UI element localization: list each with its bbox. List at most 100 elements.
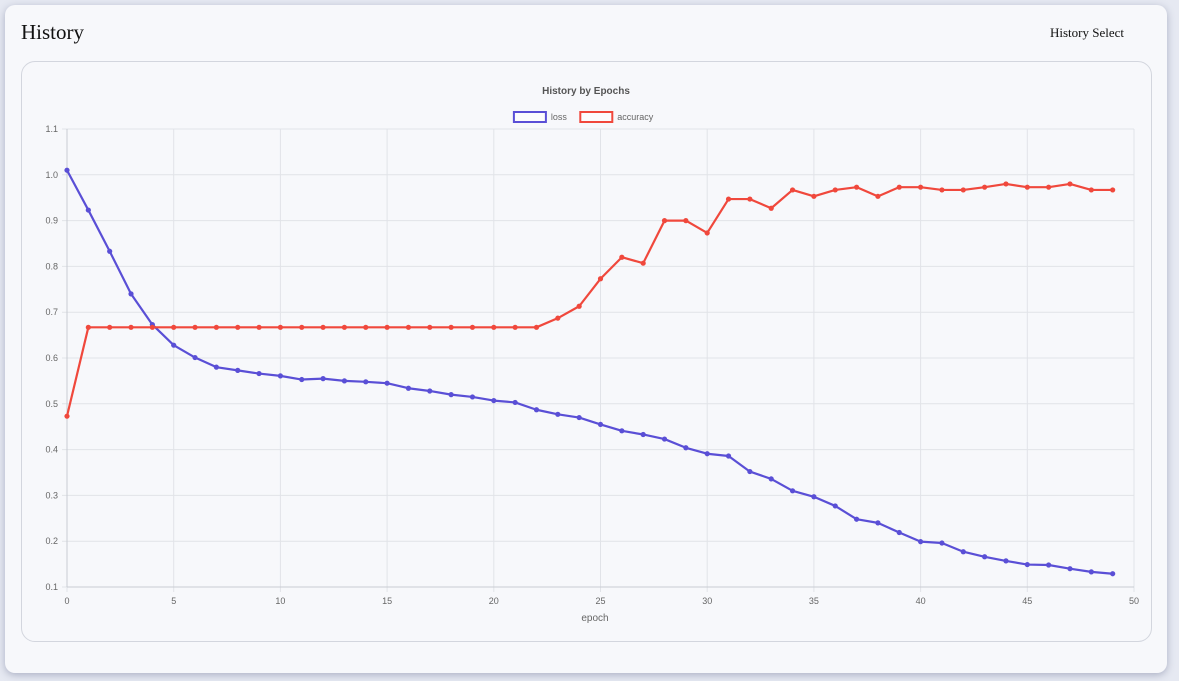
x-tick-label: 10 <box>275 596 285 606</box>
chart-legend: loss accuracy <box>512 111 654 123</box>
accuracy-point <box>149 324 155 330</box>
chart-series <box>64 167 1116 577</box>
loss-point <box>128 291 134 297</box>
history-chart: 0 5 10 15 20 25 30 35 40 45 50 0.10.20.30.40.50.60… <box>45 86 1139 624</box>
accuracy-point <box>64 413 70 419</box>
accuracy-point <box>384 324 390 330</box>
accuracy-point <box>725 196 732 202</box>
loss-point <box>939 540 945 546</box>
y-tick-label: 0.9 <box>45 216 58 226</box>
x-axis-ticks: 0 5 10 15 20 25 30 35 40 45 50 <box>64 596 1139 606</box>
accuracy-point <box>896 184 902 190</box>
accuracy-point <box>277 324 283 330</box>
x-tick-label: 50 <box>1129 596 1139 606</box>
accuracy-point <box>427 324 433 330</box>
loss-point <box>213 364 219 370</box>
accuracy-point <box>299 324 305 330</box>
loss-point <box>683 445 689 451</box>
history-select-dropdown[interactable]: History Select <box>1050 25 1125 40</box>
accuracy-point <box>171 324 177 330</box>
page-title: History <box>21 20 84 44</box>
x-tick-label: 45 <box>1022 596 1032 606</box>
loss-point <box>427 388 433 394</box>
accuracy-point <box>405 324 412 330</box>
loss-point <box>491 397 497 404</box>
y-tick-label: 1.1 <box>45 124 58 134</box>
y-tick-label: 1.0 <box>45 170 58 180</box>
loss-point <box>576 414 582 421</box>
loss-point <box>555 411 561 417</box>
accuracy-point <box>533 324 540 330</box>
loss-point <box>448 392 454 398</box>
loss-point <box>256 370 262 377</box>
accuracy-point <box>85 324 91 330</box>
accuracy-point <box>747 196 753 202</box>
accuracy-point <box>491 324 497 330</box>
loss-point <box>1088 569 1094 575</box>
accuracy-series-line <box>65 182 1113 417</box>
y-tick-label: 0.7 <box>45 307 58 317</box>
legend-swatch-accuracy <box>579 111 614 123</box>
legend-label-accuracy: accuracy <box>617 112 654 122</box>
loss-point <box>64 167 70 173</box>
loss-point <box>1046 562 1052 568</box>
accuracy-point <box>341 324 348 330</box>
y-tick-label: 0.4 <box>45 445 58 455</box>
y-tick-label: 0.6 <box>45 353 58 363</box>
loss-point <box>469 394 476 400</box>
loss-point <box>725 453 732 459</box>
loss-point <box>918 539 924 545</box>
loss-point <box>1067 566 1073 572</box>
loss-point <box>811 494 817 500</box>
loss-point <box>597 421 604 428</box>
legend-swatch-loss <box>512 111 547 123</box>
accuracy-point <box>107 324 113 330</box>
accuracy-point <box>597 276 604 282</box>
loss-point <box>320 376 326 382</box>
loss-point <box>747 468 753 475</box>
accuracy-point <box>1110 187 1116 193</box>
x-tick-label: 15 <box>382 596 392 606</box>
accuracy-point <box>619 254 625 260</box>
loss-point <box>277 373 283 379</box>
accuracy-point <box>683 218 689 224</box>
accuracy-point <box>939 187 945 193</box>
y-tick-label: 0.2 <box>45 536 58 546</box>
x-tick-label: 40 <box>916 596 926 606</box>
loss-series-line <box>66 169 1113 575</box>
accuracy-point <box>1003 181 1009 187</box>
loss-point <box>704 451 710 457</box>
loss-point <box>661 436 668 442</box>
x-tick-label: 5 <box>171 596 176 606</box>
accuracy-point <box>982 184 988 190</box>
accuracy-point <box>363 324 369 330</box>
loss-point <box>384 380 390 386</box>
x-tick-label: 35 <box>809 596 819 606</box>
accuracy-point <box>768 205 774 211</box>
loss-point <box>512 399 518 406</box>
chart-grid <box>62 128 1135 592</box>
loss-point <box>1110 571 1116 577</box>
accuracy-point <box>811 193 817 199</box>
loss-point <box>640 431 646 438</box>
y-tick-label: 0.8 <box>45 261 58 271</box>
y-tick-label: 0.1 <box>45 582 58 592</box>
loss-point <box>341 378 348 384</box>
loss-point <box>768 476 774 482</box>
loss-point <box>982 554 988 560</box>
accuracy-point <box>1024 184 1030 190</box>
accuracy-point <box>832 187 838 193</box>
loss-point <box>235 367 241 373</box>
loss-point <box>192 354 198 361</box>
loss-point <box>1003 558 1009 564</box>
loss-point <box>85 207 91 213</box>
accuracy-point <box>853 184 860 190</box>
accuracy-point <box>256 324 262 330</box>
y-tick-label: 0.5 <box>45 399 58 409</box>
accuracy-point <box>128 324 134 330</box>
x-tick-label: 25 <box>595 596 605 606</box>
accuracy-point <box>576 303 582 309</box>
accuracy-point <box>448 324 454 330</box>
accuracy-point <box>1088 187 1094 193</box>
accuracy-point <box>704 230 710 236</box>
